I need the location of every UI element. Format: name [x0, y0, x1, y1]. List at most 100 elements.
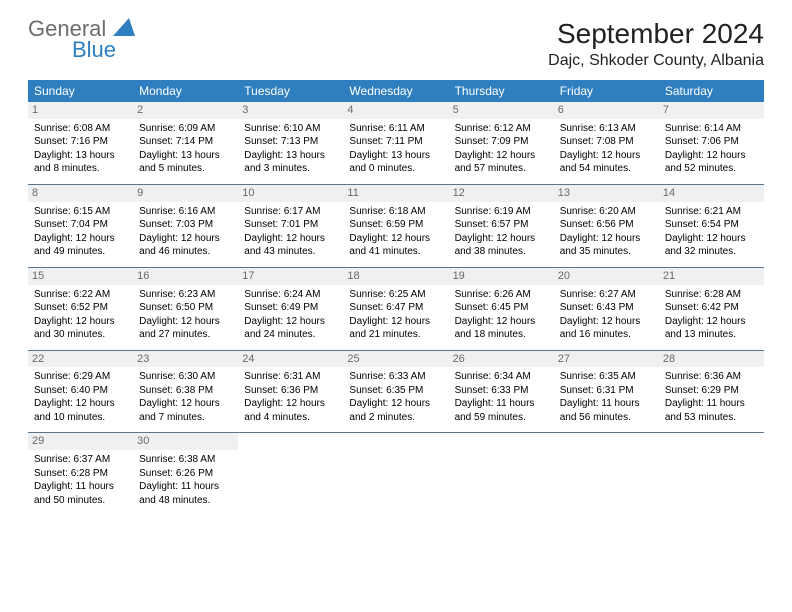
sunrise-text: Sunrise: 6:10 AM [244, 122, 337, 136]
calendar-cell [343, 433, 448, 515]
day-number: 26 [449, 351, 554, 368]
sunset-text: Sunset: 7:16 PM [34, 135, 127, 149]
sunset-text: Sunset: 6:40 PM [34, 384, 127, 398]
calendar-cell: 8Sunrise: 6:15 AMSunset: 7:04 PMDaylight… [28, 184, 133, 267]
daylight-text: Daylight: 11 hours and 50 minutes. [34, 480, 127, 507]
daylight-text: Daylight: 12 hours and 49 minutes. [34, 232, 127, 259]
triangle-icon [113, 18, 135, 36]
calendar-cell: 23Sunrise: 6:30 AMSunset: 6:38 PMDayligh… [133, 350, 238, 433]
sunset-text: Sunset: 6:33 PM [455, 384, 548, 398]
calendar-cell: 30Sunrise: 6:38 AMSunset: 6:26 PMDayligh… [133, 433, 238, 515]
sunrise-text: Sunrise: 6:16 AM [139, 205, 232, 219]
sunrise-text: Sunrise: 6:17 AM [244, 205, 337, 219]
sunset-text: Sunset: 6:56 PM [560, 218, 653, 232]
sunrise-text: Sunrise: 6:35 AM [560, 370, 653, 384]
sunrise-text: Sunrise: 6:09 AM [139, 122, 232, 136]
sunset-text: Sunset: 7:03 PM [139, 218, 232, 232]
sunrise-text: Sunrise: 6:26 AM [455, 288, 548, 302]
weekday-header: Wednesday [343, 80, 448, 102]
calendar-cell: 20Sunrise: 6:27 AMSunset: 6:43 PMDayligh… [554, 267, 659, 350]
header: General Blue September 2024 Dajc, Shkode… [28, 18, 764, 70]
sunset-text: Sunset: 6:52 PM [34, 301, 127, 315]
day-number: 22 [28, 351, 133, 368]
daylight-text: Daylight: 12 hours and 35 minutes. [560, 232, 653, 259]
daylight-text: Daylight: 12 hours and 21 minutes. [349, 315, 442, 342]
sunset-text: Sunset: 6:43 PM [560, 301, 653, 315]
weekday-header: Monday [133, 80, 238, 102]
daylight-text: Daylight: 12 hours and 4 minutes. [244, 397, 337, 424]
sunrise-text: Sunrise: 6:36 AM [665, 370, 758, 384]
day-number: 23 [133, 351, 238, 368]
daylight-text: Daylight: 12 hours and 7 minutes. [139, 397, 232, 424]
calendar-cell: 26Sunrise: 6:34 AMSunset: 6:33 PMDayligh… [449, 350, 554, 433]
sunrise-text: Sunrise: 6:15 AM [34, 205, 127, 219]
weekday-header: Friday [554, 80, 659, 102]
calendar-cell: 11 Sunrise: 6:18 AMSunset: 6:59 PMDayligh… [343, 184, 448, 267]
calendar-cell: 28Sunrise: 6:36 AMSunset: 6:29 PMDayligh… [659, 350, 764, 433]
sunrise-text: Sunrise: 6:08 AM [34, 122, 127, 136]
calendar-row: 22Sunrise: 6:29 AMSunset: 6:40 PMDayligh… [28, 350, 764, 433]
calendar-cell: 6Sunrise: 6:13 AMSunset: 7:08 PMDaylight… [554, 102, 659, 184]
sunrise-text: Sunrise: 6:34 AM [455, 370, 548, 384]
sunrise-text: Sunrise: 6:24 AM [244, 288, 337, 302]
calendar-cell: 16Sunrise: 6:23 AMSunset: 6:50 PMDayligh… [133, 267, 238, 350]
day-number: 30 [133, 433, 238, 450]
daylight-text: Daylight: 13 hours and 0 minutes. [349, 149, 442, 176]
weekday-header-row: Sunday Monday Tuesday Wednesday Thursday… [28, 80, 764, 102]
day-number: 10 [238, 185, 343, 202]
day-number: 9 [133, 185, 238, 202]
weekday-header: Saturday [659, 80, 764, 102]
daylight-text: Daylight: 12 hours and 52 minutes. [665, 149, 758, 176]
logo: General Blue [28, 18, 135, 61]
daylight-text: Daylight: 12 hours and 2 minutes. [349, 397, 442, 424]
day-number: 24 [238, 351, 343, 368]
sunrise-text: Sunrise: 6:20 AM [560, 205, 653, 219]
sunset-text: Sunset: 6:42 PM [665, 301, 758, 315]
sunset-text: Sunset: 6:59 PM [349, 218, 442, 232]
sunrise-text: Sunrise: 6:21 AM [665, 205, 758, 219]
calendar-cell: 17Sunrise: 6:24 AMSunset: 6:49 PMDayligh… [238, 267, 343, 350]
daylight-text: Daylight: 12 hours and 18 minutes. [455, 315, 548, 342]
calendar-cell: 12Sunrise: 6:19 AMSunset: 6:57 PMDayligh… [449, 184, 554, 267]
day-number: 20 [554, 268, 659, 285]
logo-blue: Blue [72, 39, 135, 61]
day-number: 19 [449, 268, 554, 285]
sunset-text: Sunset: 7:11 PM [349, 135, 442, 149]
sunset-text: Sunset: 6:38 PM [139, 384, 232, 398]
sunset-text: Sunset: 6:36 PM [244, 384, 337, 398]
calendar-cell: 3Sunrise: 6:10 AMSunset: 7:13 PMDaylight… [238, 102, 343, 184]
daylight-text: Daylight: 13 hours and 5 minutes. [139, 149, 232, 176]
daylight-text: Daylight: 12 hours and 54 minutes. [560, 149, 653, 176]
day-number: 11 [343, 185, 448, 202]
daylight-text: Daylight: 12 hours and 10 minutes. [34, 397, 127, 424]
daylight-text: Daylight: 11 hours and 56 minutes. [560, 397, 653, 424]
daylight-text: Daylight: 12 hours and 16 minutes. [560, 315, 653, 342]
day-number: 4 [343, 102, 448, 119]
calendar-cell: 29Sunrise: 6:37 AMSunset: 6:28 PMDayligh… [28, 433, 133, 515]
daylight-text: Daylight: 12 hours and 41 minutes. [349, 232, 442, 259]
sunrise-text: Sunrise: 6:38 AM [139, 453, 232, 467]
sunset-text: Sunset: 7:14 PM [139, 135, 232, 149]
sunrise-text: Sunrise: 6:28 AM [665, 288, 758, 302]
day-number: 29 [28, 433, 133, 450]
location-text: Dajc, Shkoder County, Albania [548, 52, 764, 70]
sunrise-text: Sunrise: 6:11 AM [349, 122, 442, 136]
sunset-text: Sunset: 6:57 PM [455, 218, 548, 232]
daylight-text: Daylight: 12 hours and 24 minutes. [244, 315, 337, 342]
weekday-header: Sunday [28, 80, 133, 102]
sunrise-text: Sunrise: 6:22 AM [34, 288, 127, 302]
daylight-text: Daylight: 13 hours and 8 minutes. [34, 149, 127, 176]
daylight-text: Daylight: 12 hours and 46 minutes. [139, 232, 232, 259]
sunrise-text: Sunrise: 6:18 AM [349, 205, 442, 219]
sunset-text: Sunset: 7:09 PM [455, 135, 548, 149]
day-number: 15 [28, 268, 133, 285]
page-title: September 2024 [548, 18, 764, 50]
sunset-text: Sunset: 7:01 PM [244, 218, 337, 232]
day-number: 8 [28, 185, 133, 202]
day-number: 7 [659, 102, 764, 119]
calendar-cell: 25Sunrise: 6:33 AMSunset: 6:35 PMDayligh… [343, 350, 448, 433]
sunrise-text: Sunrise: 6:14 AM [665, 122, 758, 136]
calendar-cell [659, 433, 764, 515]
daylight-text: Daylight: 12 hours and 30 minutes. [34, 315, 127, 342]
calendar-cell: 2Sunrise: 6:09 AMSunset: 7:14 PMDaylight… [133, 102, 238, 184]
